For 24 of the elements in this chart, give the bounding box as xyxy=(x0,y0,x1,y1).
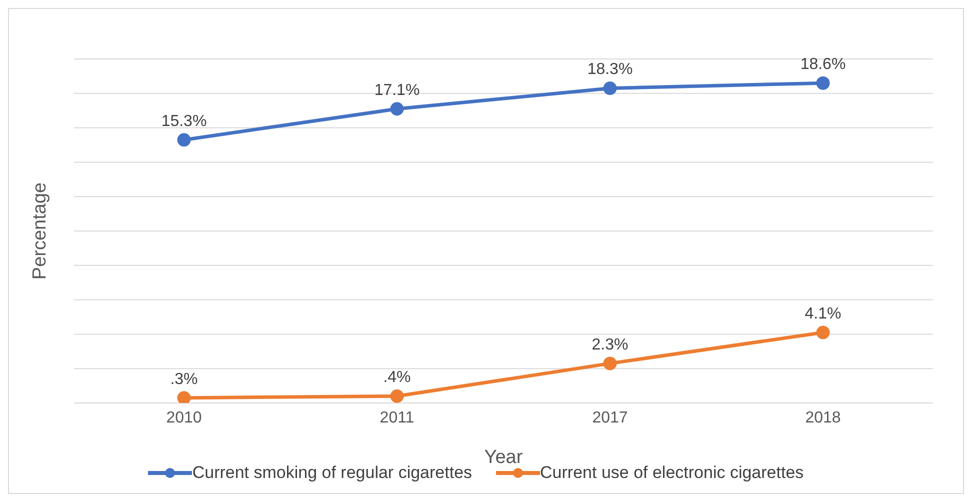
data-label: 15.3% xyxy=(161,112,207,130)
x-tick-label: 2018 xyxy=(805,409,841,426)
point xyxy=(177,133,191,147)
x-tick-label: 2010 xyxy=(166,409,202,426)
point xyxy=(816,326,830,340)
point xyxy=(603,356,617,370)
legend-label: Current smoking of regular cigarettes xyxy=(192,463,472,483)
point xyxy=(816,76,830,90)
data-label: 18.6% xyxy=(800,56,846,74)
point xyxy=(390,389,404,403)
data-label: 4.1% xyxy=(804,305,842,322)
data-label: .4% xyxy=(383,369,411,386)
x-axis-title: Year xyxy=(484,447,524,468)
x-tick-label: 2011 xyxy=(380,409,414,426)
data-label: 2.3% xyxy=(592,336,628,354)
data-label: 17.1% xyxy=(374,82,420,99)
point xyxy=(177,391,191,403)
legend-label: Current use of electronic cigarettes xyxy=(540,463,804,483)
point xyxy=(603,81,617,95)
y-axis-title: Percentage xyxy=(30,182,51,280)
point xyxy=(390,102,404,116)
data-label: .3% xyxy=(170,370,198,388)
data-label: 18.3% xyxy=(587,61,633,78)
x-tick-label: 2017 xyxy=(592,409,628,426)
